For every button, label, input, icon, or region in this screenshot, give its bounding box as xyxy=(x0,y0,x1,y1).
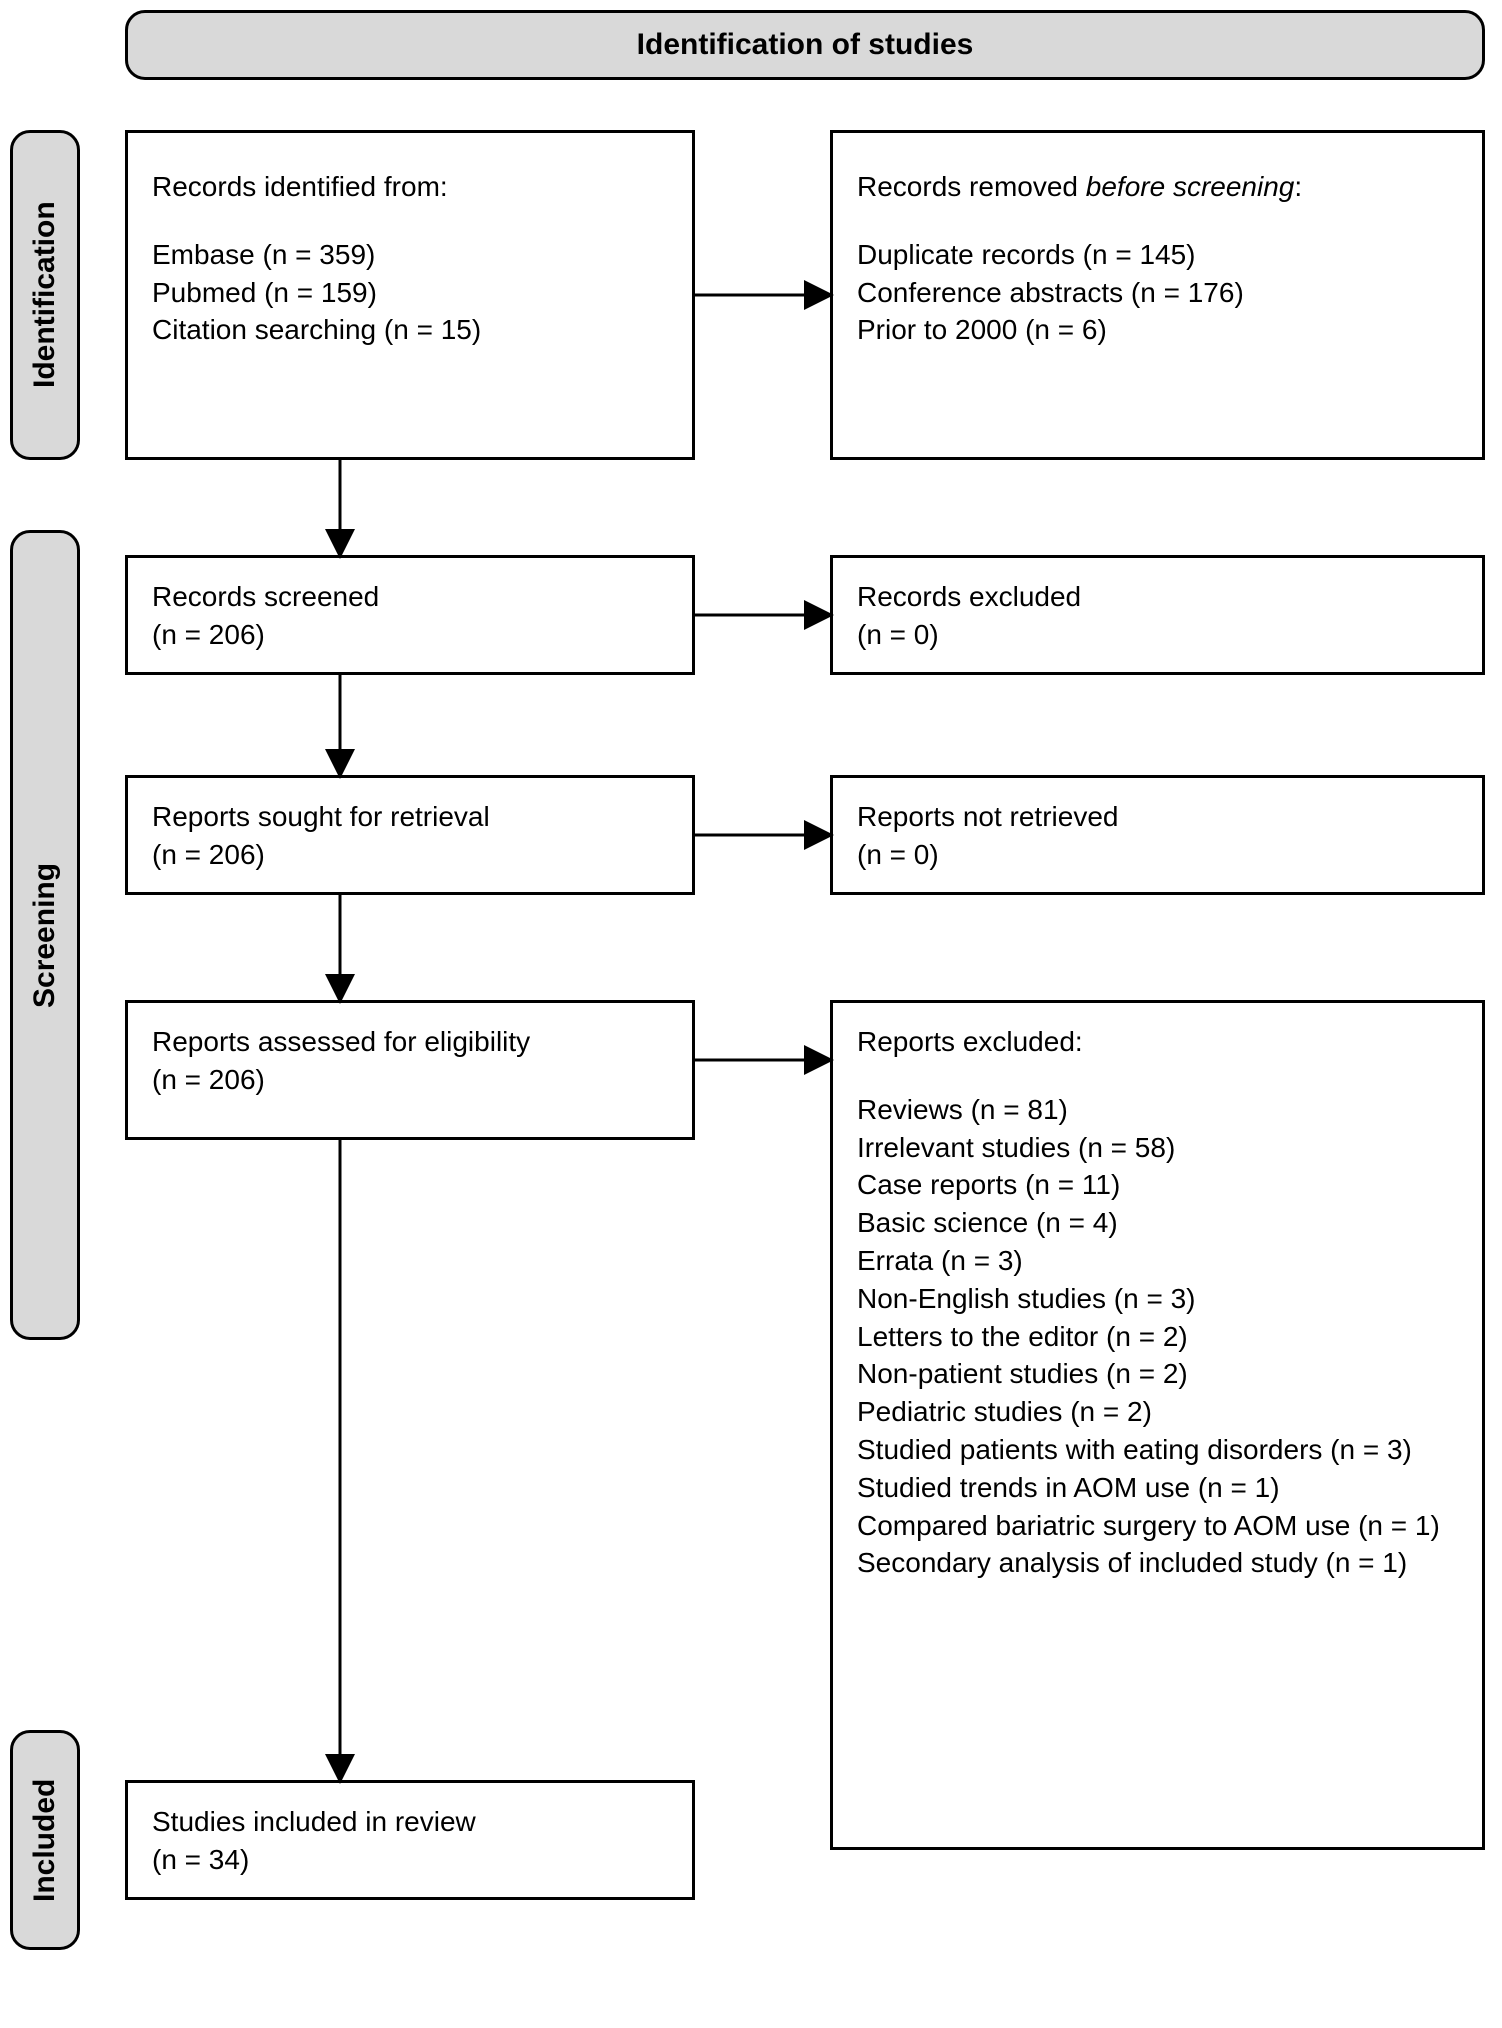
box-not-retrieved-line: Reports not retrieved xyxy=(857,798,1458,836)
box-not-retrieved-line: (n = 0) xyxy=(857,836,1458,874)
box-identified-line: Pubmed (n = 159) xyxy=(152,274,668,312)
box-excluded-reports-line: Case reports (n = 11) xyxy=(857,1166,1458,1204)
box-excluded-reports-line: Pediatric studies (n = 2) xyxy=(857,1393,1458,1431)
box-identified-title: Records identified from: xyxy=(152,168,668,206)
box-excluded-reports-line: Reviews (n = 81) xyxy=(857,1091,1458,1129)
box-screened-line: (n = 206) xyxy=(152,616,668,654)
header-text: Identification of studies xyxy=(637,28,974,62)
side-label-screening: Screening xyxy=(10,530,80,1340)
removed-title-pre: Records removed xyxy=(857,171,1086,202)
box-sought-line: (n = 206) xyxy=(152,836,668,874)
box-removed-title: Records removed before screening: xyxy=(857,168,1458,206)
side-label-included: Included xyxy=(10,1730,80,1950)
box-not-retrieved: Reports not retrieved (n = 0) xyxy=(830,775,1485,895)
box-identified-line: Embase (n = 359) xyxy=(152,236,668,274)
box-excluded-reports-line: Non-English studies (n = 3) xyxy=(857,1280,1458,1318)
box-excluded-screen-line: Records excluded xyxy=(857,578,1458,616)
side-label-identification: Identification xyxy=(10,130,80,460)
removed-title-italic: before screening xyxy=(1086,171,1295,202)
box-identified-line: Citation searching (n = 15) xyxy=(152,311,668,349)
removed-title-post: : xyxy=(1294,171,1302,202)
side-label-identification-text: Identification xyxy=(28,202,62,389)
box-screened: Records screened (n = 206) xyxy=(125,555,695,675)
box-assessed-line: Reports assessed for eligibility xyxy=(152,1023,668,1061)
box-sought: Reports sought for retrieval (n = 206) xyxy=(125,775,695,895)
side-label-screening-text: Screening xyxy=(28,862,62,1007)
box-excluded-reports-line: Studied patients with eating disorders (… xyxy=(857,1431,1458,1469)
box-excluded-reports-line: Compared bariatric surgery to AOM use (n… xyxy=(857,1507,1458,1545)
header-box: Identification of studies xyxy=(125,10,1485,80)
box-excluded-reports: Reports excluded: Reviews (n = 81) Irrel… xyxy=(830,1000,1485,1850)
box-included-line: (n = 34) xyxy=(152,1841,668,1879)
box-excluded-reports-title: Reports excluded: xyxy=(857,1023,1458,1061)
box-excluded-reports-line: Errata (n = 3) xyxy=(857,1242,1458,1280)
box-excluded-reports-line: Secondary analysis of included study (n … xyxy=(857,1544,1458,1582)
box-screened-line: Records screened xyxy=(152,578,668,616)
box-included-line: Studies included in review xyxy=(152,1803,668,1841)
box-removed-line: Conference abstracts (n = 176) xyxy=(857,274,1458,312)
box-removed-before: Records removed before screening: Duplic… xyxy=(830,130,1485,460)
box-excluded-reports-line: Irrelevant studies (n = 58) xyxy=(857,1129,1458,1167)
box-excluded-reports-line: Basic science (n = 4) xyxy=(857,1204,1458,1242)
box-sought-line: Reports sought for retrieval xyxy=(152,798,668,836)
side-label-included-text: Included xyxy=(28,1778,62,1901)
box-removed-line: Duplicate records (n = 145) xyxy=(857,236,1458,274)
box-included: Studies included in review (n = 34) xyxy=(125,1780,695,1900)
box-assessed: Reports assessed for eligibility (n = 20… xyxy=(125,1000,695,1140)
box-removed-line: Prior to 2000 (n = 6) xyxy=(857,311,1458,349)
box-identified: Records identified from: Embase (n = 359… xyxy=(125,130,695,460)
box-excluded-reports-line: Non-patient studies (n = 2) xyxy=(857,1355,1458,1393)
box-assessed-line: (n = 206) xyxy=(152,1061,668,1099)
box-excluded-screen-line: (n = 0) xyxy=(857,616,1458,654)
box-excluded-reports-line: Studied trends in AOM use (n = 1) xyxy=(857,1469,1458,1507)
box-excluded-screen: Records excluded (n = 0) xyxy=(830,555,1485,675)
box-excluded-reports-line: Letters to the editor (n = 2) xyxy=(857,1318,1458,1356)
